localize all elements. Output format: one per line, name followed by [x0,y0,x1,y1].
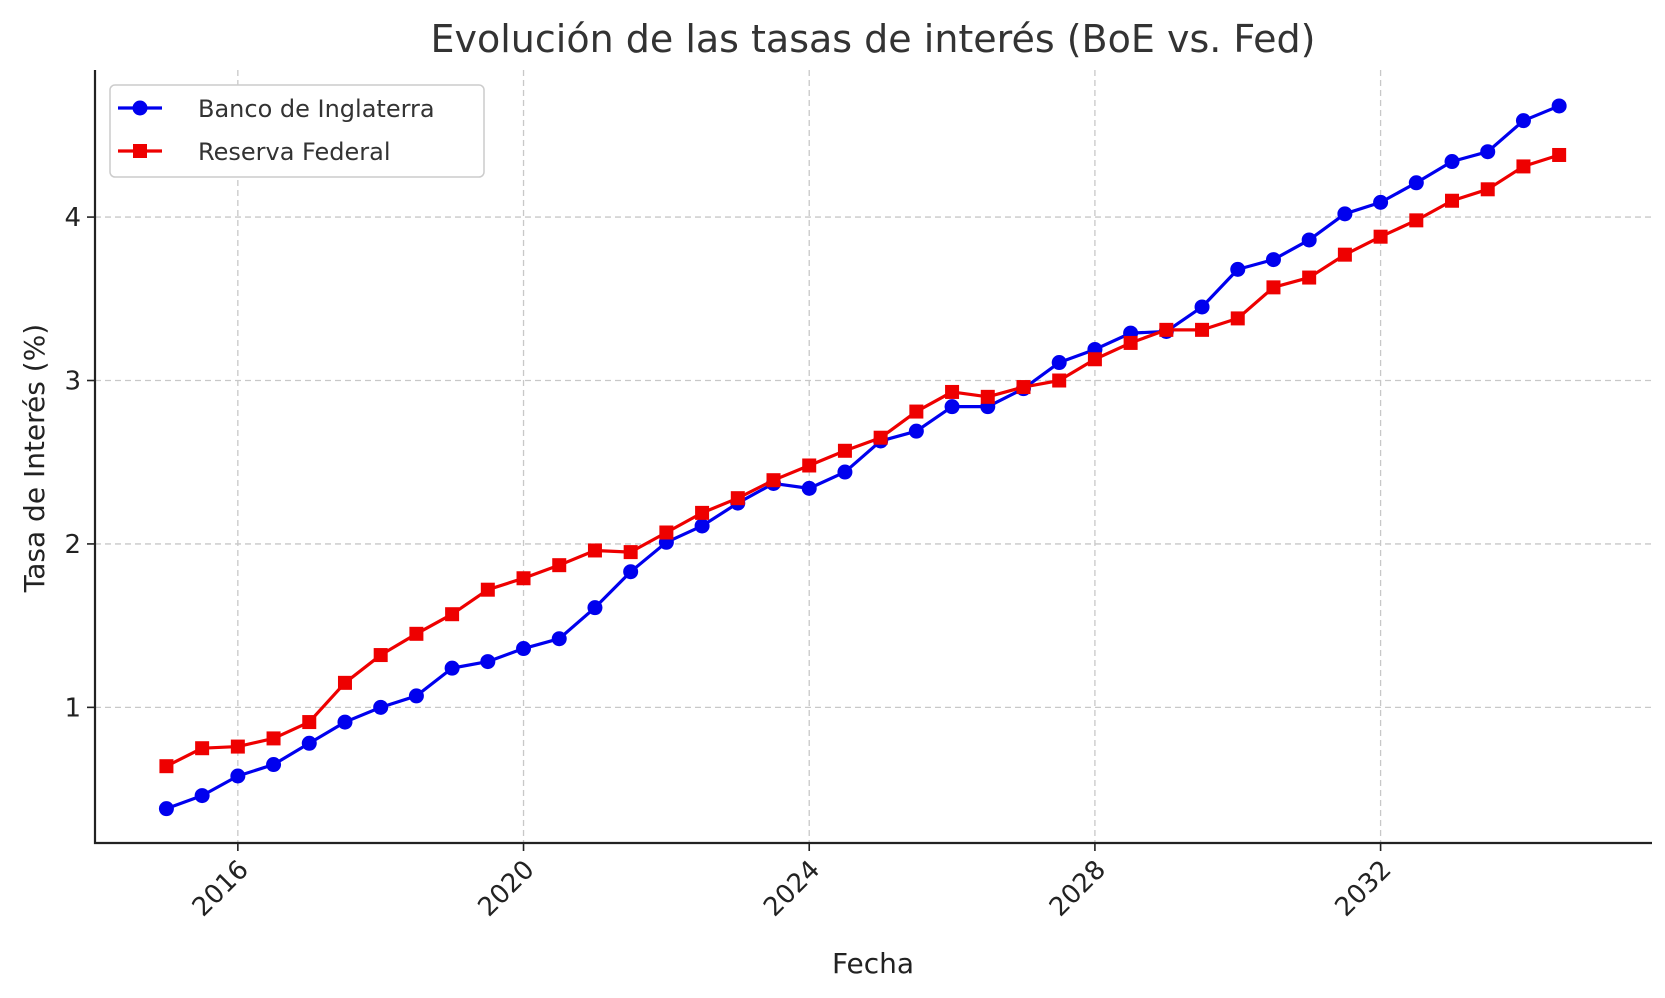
y-axis-ticks: 1 2 3 4 [64,203,95,723]
data-point [623,564,639,580]
legend-label: Reserva Federal [198,138,391,166]
data-point [194,788,210,804]
data-point [337,714,353,730]
chart-title: Evolución de las tasas de interés (BoE v… [430,17,1315,61]
axis-spines [93,70,1652,845]
x-tick-label: 2032 [1330,855,1398,923]
series-fed [159,147,1567,774]
y-tick-label: 1 [64,693,81,723]
y-tick-label: 4 [64,203,81,233]
data-point [1444,154,1460,170]
data-point [1016,380,1031,395]
data-point [1480,144,1496,160]
data-point [837,464,853,480]
data-point [1123,335,1138,350]
data-point [516,641,532,657]
data-point [1266,280,1281,295]
data-point [908,423,924,439]
data-point [266,757,282,773]
data-point [1194,299,1210,315]
data-point [1373,194,1389,210]
data-point [159,759,174,774]
data-point [337,675,352,690]
data-point [944,399,960,415]
data-point [1337,247,1352,262]
legend-box [109,84,485,178]
data-point [1516,159,1531,174]
data-point [551,631,567,647]
data-point [945,384,960,399]
data-point [230,768,246,784]
series-layer [158,98,1567,817]
data-point [1230,311,1245,326]
data-point [1302,270,1317,285]
data-point [409,626,424,641]
data-point [623,545,638,560]
data-point [659,525,674,540]
data-point [445,607,460,622]
data-point [587,600,603,616]
data-point [802,458,817,473]
data-point [480,654,496,670]
data-point [837,443,852,458]
data-point [1230,261,1246,277]
legend-marker [133,144,147,158]
data-point [408,688,424,704]
y-axis-label: Tasa de Interés (%) [18,324,51,593]
data-point [1373,229,1388,244]
data-point [1551,98,1567,114]
x-axis-label: Fecha [832,947,914,980]
data-point [766,473,781,488]
legend-marker [132,100,148,116]
data-point [1301,232,1317,248]
data-point [266,731,281,746]
data-point [301,735,317,751]
data-point [1445,193,1460,208]
data-point [480,582,495,597]
x-tick-label: 2016 [187,855,255,923]
x-axis-ticks: 2016 2020 2024 2028 2032 [187,843,1398,923]
data-point [373,699,389,715]
data-point [1408,175,1424,191]
legend-label: Banco de Inglaterra [198,95,435,123]
x-tick-label: 2028 [1044,855,1112,923]
x-tick-label: 2020 [472,855,540,923]
data-point [730,491,745,506]
data-point [516,571,531,586]
data-point [587,543,602,558]
data-point [195,741,210,756]
data-point [302,715,317,730]
y-tick-label: 3 [64,367,81,397]
legend: Banco de Inglaterra Reserva Federal [109,84,485,178]
data-point [694,518,710,534]
data-point [552,558,567,573]
data-point [158,801,174,817]
data-point [1515,113,1531,129]
data-point [230,739,245,754]
series-line [165,153,1560,768]
data-point [1087,352,1102,367]
data-point [909,404,924,419]
data-point [1480,182,1495,197]
data-point [980,389,995,404]
data-point [1159,322,1174,337]
data-point [1409,213,1424,228]
series-line [165,104,1560,811]
y-tick-label: 2 [64,530,81,560]
data-point [444,660,460,676]
x-tick-label: 2024 [758,855,826,923]
data-point [1337,206,1353,222]
data-point [1052,373,1067,388]
data-point [1195,322,1210,337]
data-point [1051,355,1067,371]
data-point [695,505,710,520]
data-point [373,648,388,663]
data-point [1265,252,1281,268]
series-boe [158,98,1567,817]
data-point [1552,147,1567,162]
data-point [801,480,817,496]
data-point [873,430,888,445]
grid-lines [95,70,1652,843]
